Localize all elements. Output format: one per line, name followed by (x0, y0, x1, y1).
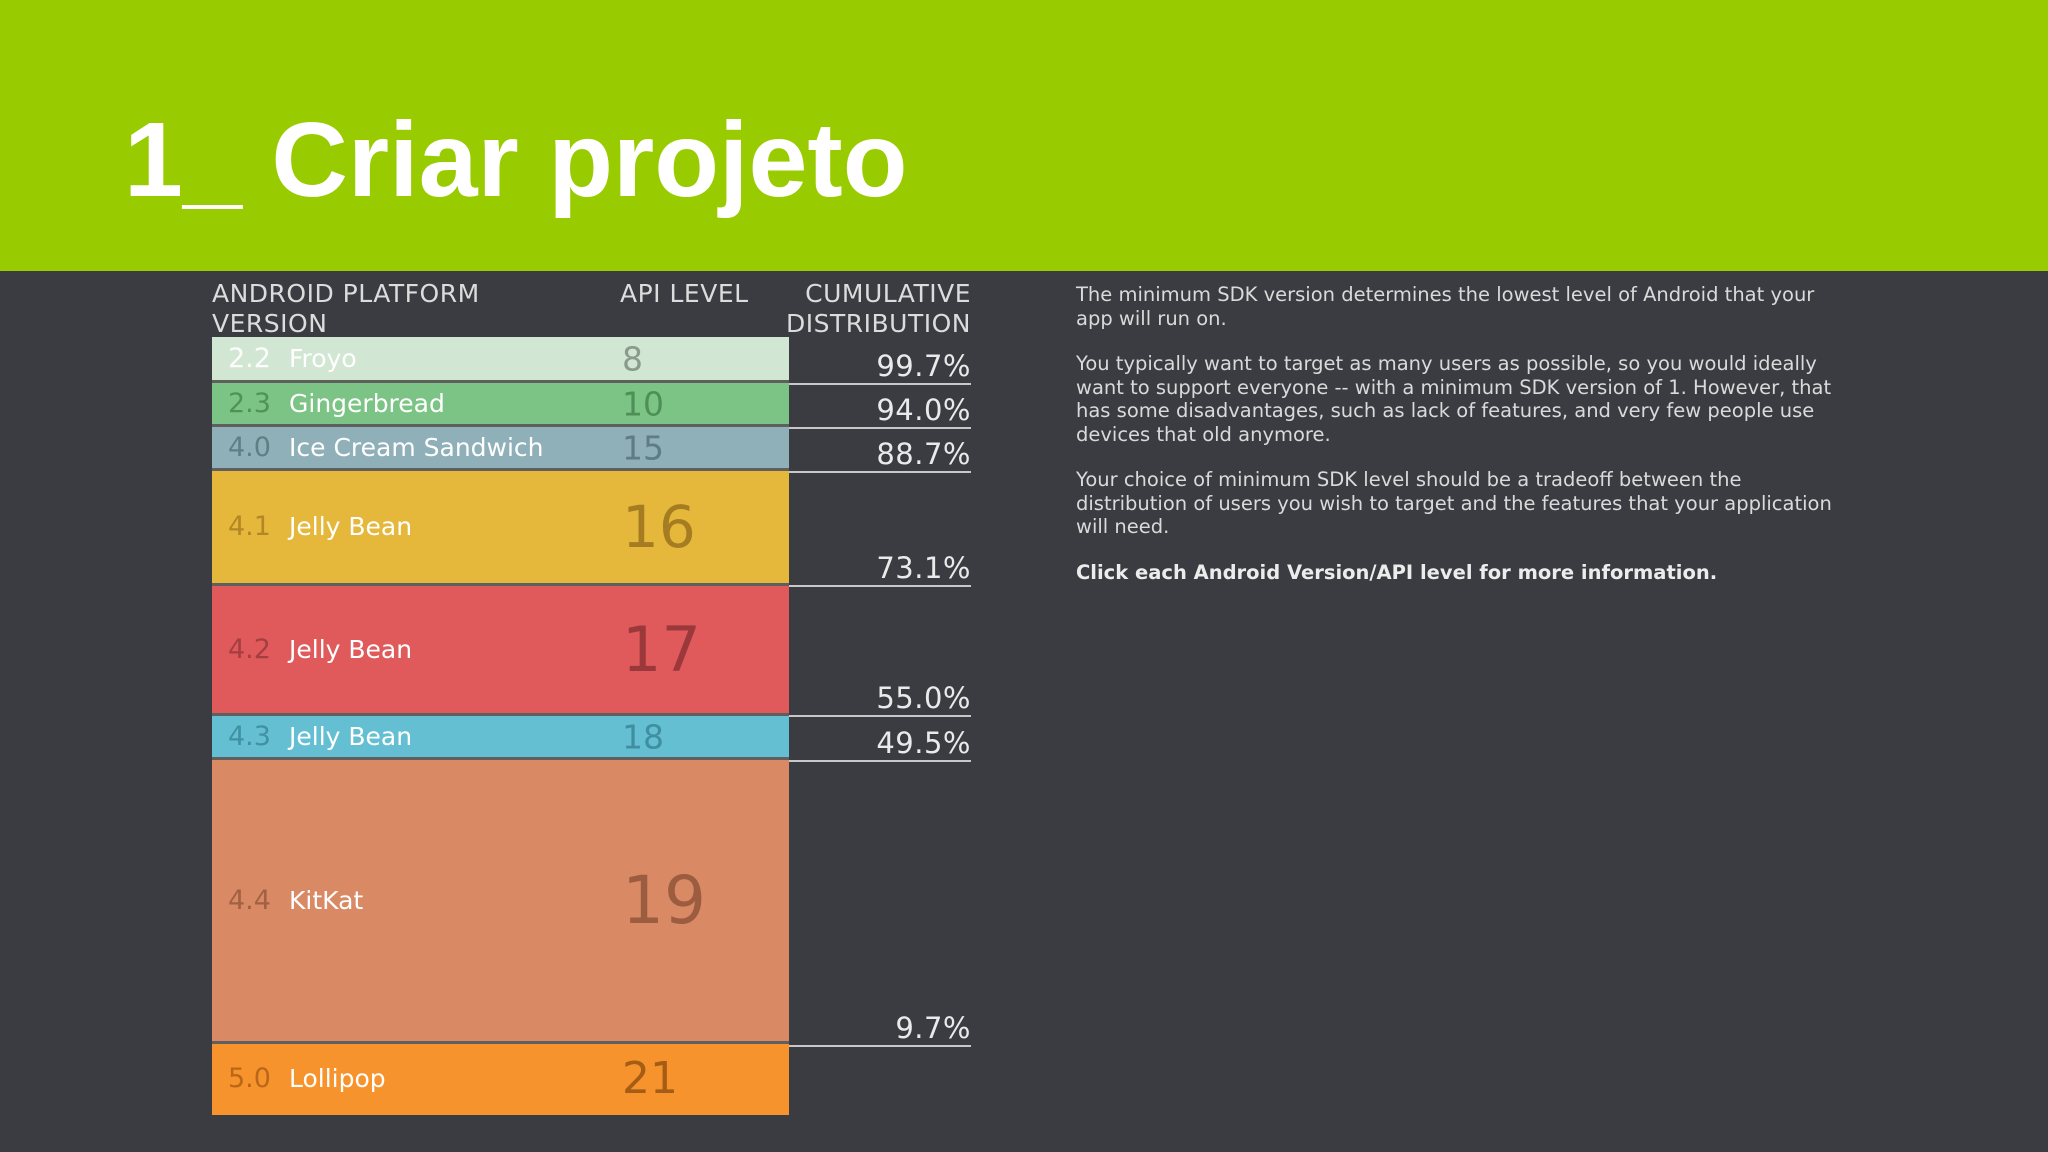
header-cumulative-distribution: CUMULATIVE DISTRIBUTION (786, 279, 971, 338)
version-name: KitKat (289, 885, 364, 915)
version-row-2-2[interactable]: 2.2 Froyo 8 (212, 337, 789, 381)
slide-title: 1_ Criar projeto (124, 101, 908, 219)
api-level[interactable]: 10 (622, 384, 664, 423)
cumulative-underline (789, 760, 971, 762)
cumulative-underline (789, 715, 971, 717)
version-number: 4.3 (228, 720, 271, 752)
cumulative-distribution-value: 49.5% (876, 726, 971, 760)
cumulative-distribution-value: 99.7% (876, 349, 971, 383)
version-row-4-4[interactable]: 4.4 KitKat 19 (212, 759, 789, 1042)
version-table: 2.2 Froyo 8 99.7% 2.3 Gingerbread 10 94.0% 4.0 Ic… (0, 271, 2048, 1152)
version-row-4-0[interactable]: 4.0 Ice Cream Sandwich 15 (212, 426, 789, 469)
version-name: Gingerbread (289, 388, 445, 418)
info-paragraph-min-sdk: The minimum SDK version determines the l… (1076, 283, 1815, 330)
version-name: Jelly Bean (289, 721, 413, 751)
version-number: 2.2 (228, 343, 271, 374)
api-level[interactable]: 18 (622, 717, 664, 756)
api-level[interactable]: 21 (622, 1053, 678, 1104)
row-divider (212, 380, 789, 383)
version-name: Jelly Bean (289, 634, 413, 664)
row-divider (212, 583, 789, 586)
header-platform-version: ANDROID PLATFORM VERSION (212, 279, 480, 338)
version-row-4-2[interactable]: 4.2 Jelly Bean 17 (212, 585, 789, 714)
row-divider (212, 713, 789, 716)
api-level[interactable]: 19 (622, 861, 706, 939)
info-paragraph-tradeoff: Your choice of minimum SDK level should … (1076, 468, 1832, 538)
slide-header: 1_ Criar projeto (0, 0, 2048, 271)
version-row-2-3[interactable]: 2.3 Gingerbread 10 (212, 382, 789, 425)
version-name: Jelly Bean (289, 512, 413, 541)
info-paragraph-target-users: You typically want to target as many use… (1076, 352, 1832, 446)
version-number: 4.4 (228, 884, 271, 916)
version-row-4-1[interactable]: 4.1 Jelly Bean 16 (212, 470, 789, 584)
cumulative-distribution-value: 94.0% (876, 393, 971, 427)
version-name: Ice Cream Sandwich (289, 432, 544, 462)
row-divider (212, 424, 789, 427)
row-divider (212, 468, 789, 471)
row-divider (212, 757, 789, 760)
row-divider (212, 1041, 789, 1044)
version-number: 4.2 (228, 633, 271, 665)
version-number: 2.3 (228, 387, 271, 419)
cumulative-underline (789, 383, 971, 385)
version-number: 4.0 (228, 431, 271, 463)
version-row-4-3[interactable]: 4.3 Jelly Bean 18 (212, 715, 789, 758)
version-name: Lollipop (289, 1064, 386, 1093)
header-api-level: API LEVEL (620, 279, 749, 308)
sdk-chooser-panel: ANDROID PLATFORM VERSION API LEVEL CUMUL… (0, 271, 2048, 1152)
cumulative-underline (789, 471, 971, 473)
cumulative-distribution-value: 73.1% (876, 551, 971, 585)
api-level[interactable]: 8 (622, 339, 643, 379)
info-text: The minimum SDK version determines the l… (1076, 283, 1836, 606)
api-level[interactable]: 16 (622, 493, 696, 561)
info-paragraph-click-hint: Click each Android Version/API level for… (1076, 560, 1718, 584)
version-row-5-0[interactable]: 5.0 Lollipop 21 (212, 1043, 789, 1115)
api-level[interactable]: 15 (622, 428, 664, 467)
cumulative-distribution-value: 55.0% (876, 681, 971, 715)
version-number: 4.1 (228, 511, 271, 542)
cumulative-underline (789, 1045, 971, 1047)
cumulative-underline (789, 427, 971, 429)
api-level[interactable]: 17 (622, 612, 701, 686)
cumulative-underline (789, 585, 971, 587)
cumulative-distribution-value: 88.7% (876, 437, 971, 471)
version-name: Froyo (289, 344, 357, 373)
version-number: 5.0 (228, 1063, 271, 1094)
cumulative-distribution-value: 9.7% (895, 1011, 971, 1045)
